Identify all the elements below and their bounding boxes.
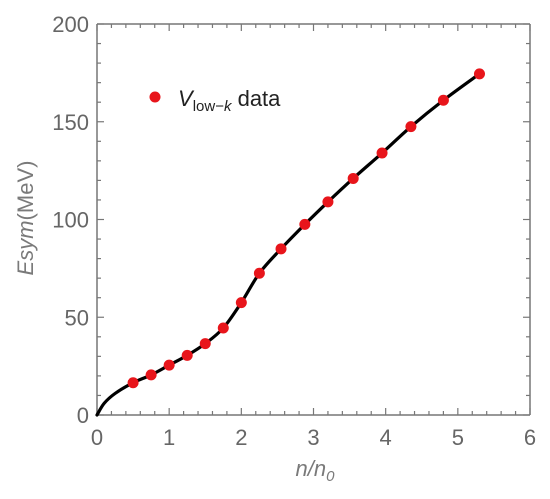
data-point bbox=[275, 243, 287, 255]
x-tick-label: 0 bbox=[91, 425, 103, 450]
x-tick-label: 1 bbox=[163, 425, 175, 450]
y-tick-label: 200 bbox=[52, 12, 89, 37]
ticks bbox=[96, 23, 531, 416]
data-point bbox=[235, 297, 247, 309]
data-point bbox=[181, 349, 193, 361]
y-tick-label: 50 bbox=[65, 305, 89, 330]
data-point bbox=[376, 147, 388, 159]
legend-subscript: low− bbox=[193, 98, 225, 115]
y-tick-label: 100 bbox=[52, 208, 89, 233]
x-tick-label: 2 bbox=[235, 425, 247, 450]
y-axis-label-italic: Esym bbox=[13, 220, 38, 275]
data-point bbox=[163, 359, 175, 371]
x-tick-label: 5 bbox=[452, 425, 464, 450]
data-point bbox=[145, 369, 157, 381]
data-point bbox=[473, 68, 485, 80]
y-tick-label: 0 bbox=[77, 403, 89, 428]
data-point bbox=[217, 322, 229, 334]
legend: Vlow−k data bbox=[149, 86, 281, 115]
y-tick-label: 150 bbox=[52, 110, 89, 135]
legend-marker bbox=[149, 91, 161, 103]
y-axis-label-unit: (MeV) bbox=[13, 161, 38, 221]
x-axis-label-sub: 0 bbox=[326, 468, 335, 485]
data-points bbox=[127, 68, 485, 389]
data-point bbox=[199, 338, 211, 350]
x-tick-label: 4 bbox=[380, 425, 392, 450]
data-point bbox=[253, 267, 265, 279]
data-point bbox=[322, 196, 334, 208]
data-point bbox=[405, 121, 417, 133]
y-axis-label: Esym(MeV) bbox=[13, 161, 38, 276]
legend-suffix: data bbox=[231, 86, 281, 111]
data-point bbox=[437, 94, 449, 106]
data-point bbox=[347, 172, 359, 184]
x-tick-label: 6 bbox=[524, 425, 536, 450]
legend-subscript-k: k bbox=[224, 98, 233, 115]
tick-labels: 0 1 2 3 4 5 6 0 50 100 150 200 bbox=[52, 12, 536, 450]
x-axis-label: n/n0 bbox=[296, 456, 336, 485]
series-line bbox=[95, 72, 482, 417]
data-point bbox=[127, 377, 139, 389]
legend-symbol: V bbox=[178, 86, 195, 111]
x-tick-label: 3 bbox=[307, 425, 319, 450]
legend-label: Vlow−k data bbox=[178, 86, 281, 115]
x-axis-label-main: n/n bbox=[296, 456, 327, 481]
data-point bbox=[299, 218, 311, 230]
